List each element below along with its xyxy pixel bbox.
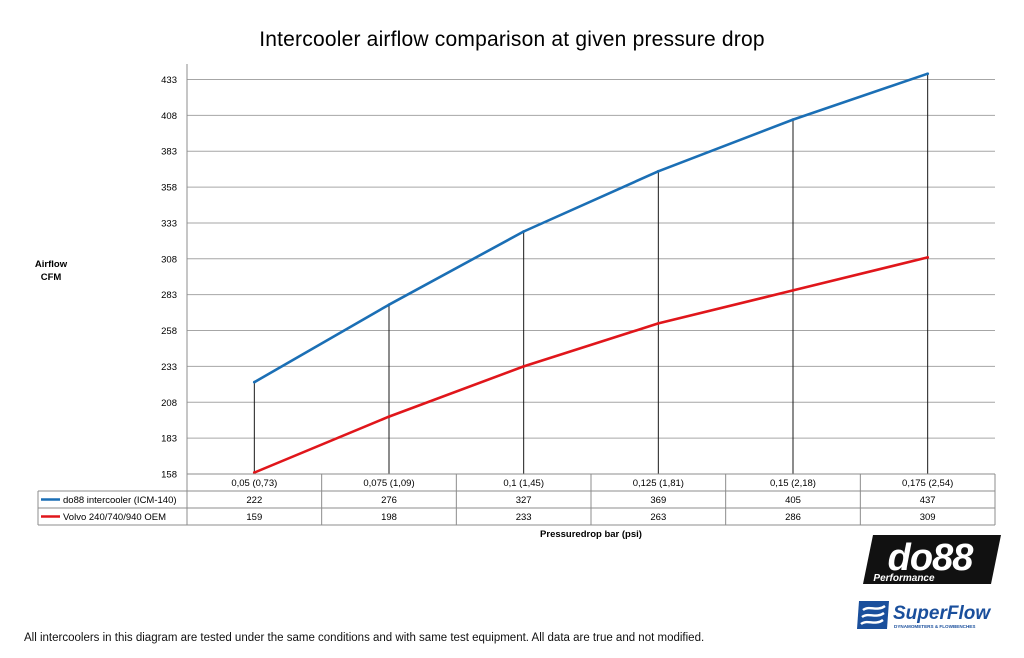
data-label: 263 [650,512,666,523]
data-label: 437 [920,495,936,506]
chart-title: Intercooler airflow comparison at given … [259,28,765,51]
data-point [791,288,795,292]
do88-logo-name: do88 [888,537,975,579]
data-label: 327 [516,495,532,506]
y-tick-label: 408 [161,111,177,122]
superflow-logo: SuperFlow DYNAMOMETERS & FLOWBENCHES [857,601,991,629]
data-point [387,303,391,307]
y-axis-label-line2: CFM [40,272,62,283]
data-label: 198 [381,512,397,523]
data-point [522,365,526,368]
legend-label: Volvo 240/740/940 OEM [63,512,166,523]
x-tick-label: 0,075 (1,09) [363,478,414,489]
x-tick-label: 0,15 (2,18) [770,478,816,489]
x-tick-label: 0,1 (1,45) [503,478,544,489]
data-label: 309 [920,512,936,523]
data-label: 159 [246,512,262,523]
data-point [387,415,391,419]
y-tick-label: 358 [161,183,177,194]
data-label: 286 [785,512,801,523]
data-label: 369 [650,495,666,506]
y-tick-label: 233 [161,362,177,373]
superflow-logo-name: SuperFlow [893,603,991,624]
do88-logo-sub: Performance [873,573,935,584]
y-tick-label: 283 [161,290,177,301]
footnote: All intercoolers in this diagram are tes… [24,632,705,644]
y-tick-label: 308 [161,254,177,265]
x-tick-label: 0,125 (1,81) [633,478,684,489]
series-line-volvo-oem [253,256,929,474]
y-tick-label: 183 [161,434,177,445]
do88-logo: do88 Performance [863,535,1001,584]
data-point [656,169,660,173]
superflow-logo-sub: DYNAMOMETERS & FLOWBENCHES [894,624,975,629]
line-chart: 158 183 208 233 258 283 308 333 358 383 408 433 0,05… [37,64,996,526]
y-tick-label: 333 [161,218,177,229]
x-tick-label: 0,175 (2,54) [902,478,953,489]
data-point [252,380,256,384]
y-axis-label: Airflow CFM [24,258,78,284]
data-point [791,118,795,122]
y-axis-label-line1: Airflow [34,259,68,270]
y-tick-label: 208 [161,398,177,409]
x-axis-title: Pressuredrop bar (psi) [540,529,642,540]
data-label: 233 [516,512,532,523]
data-label: 405 [785,495,801,506]
data-point [522,230,526,233]
data-point [656,321,660,325]
y-tick-label: 433 [161,75,177,86]
legend-label: do88 intercooler (ICM-140) [63,495,177,506]
y-tick-label: 258 [161,326,177,337]
data-point [252,471,256,474]
data-label: 276 [381,495,397,506]
y-tick-label: 158 [161,470,177,481]
x-tick-label: 0,05 (0,73) [231,478,277,489]
series-line-do88 [253,72,929,384]
data-label: 222 [246,495,262,506]
data-point [926,72,930,76]
y-tick-label: 383 [161,147,177,158]
data-point [926,255,930,259]
